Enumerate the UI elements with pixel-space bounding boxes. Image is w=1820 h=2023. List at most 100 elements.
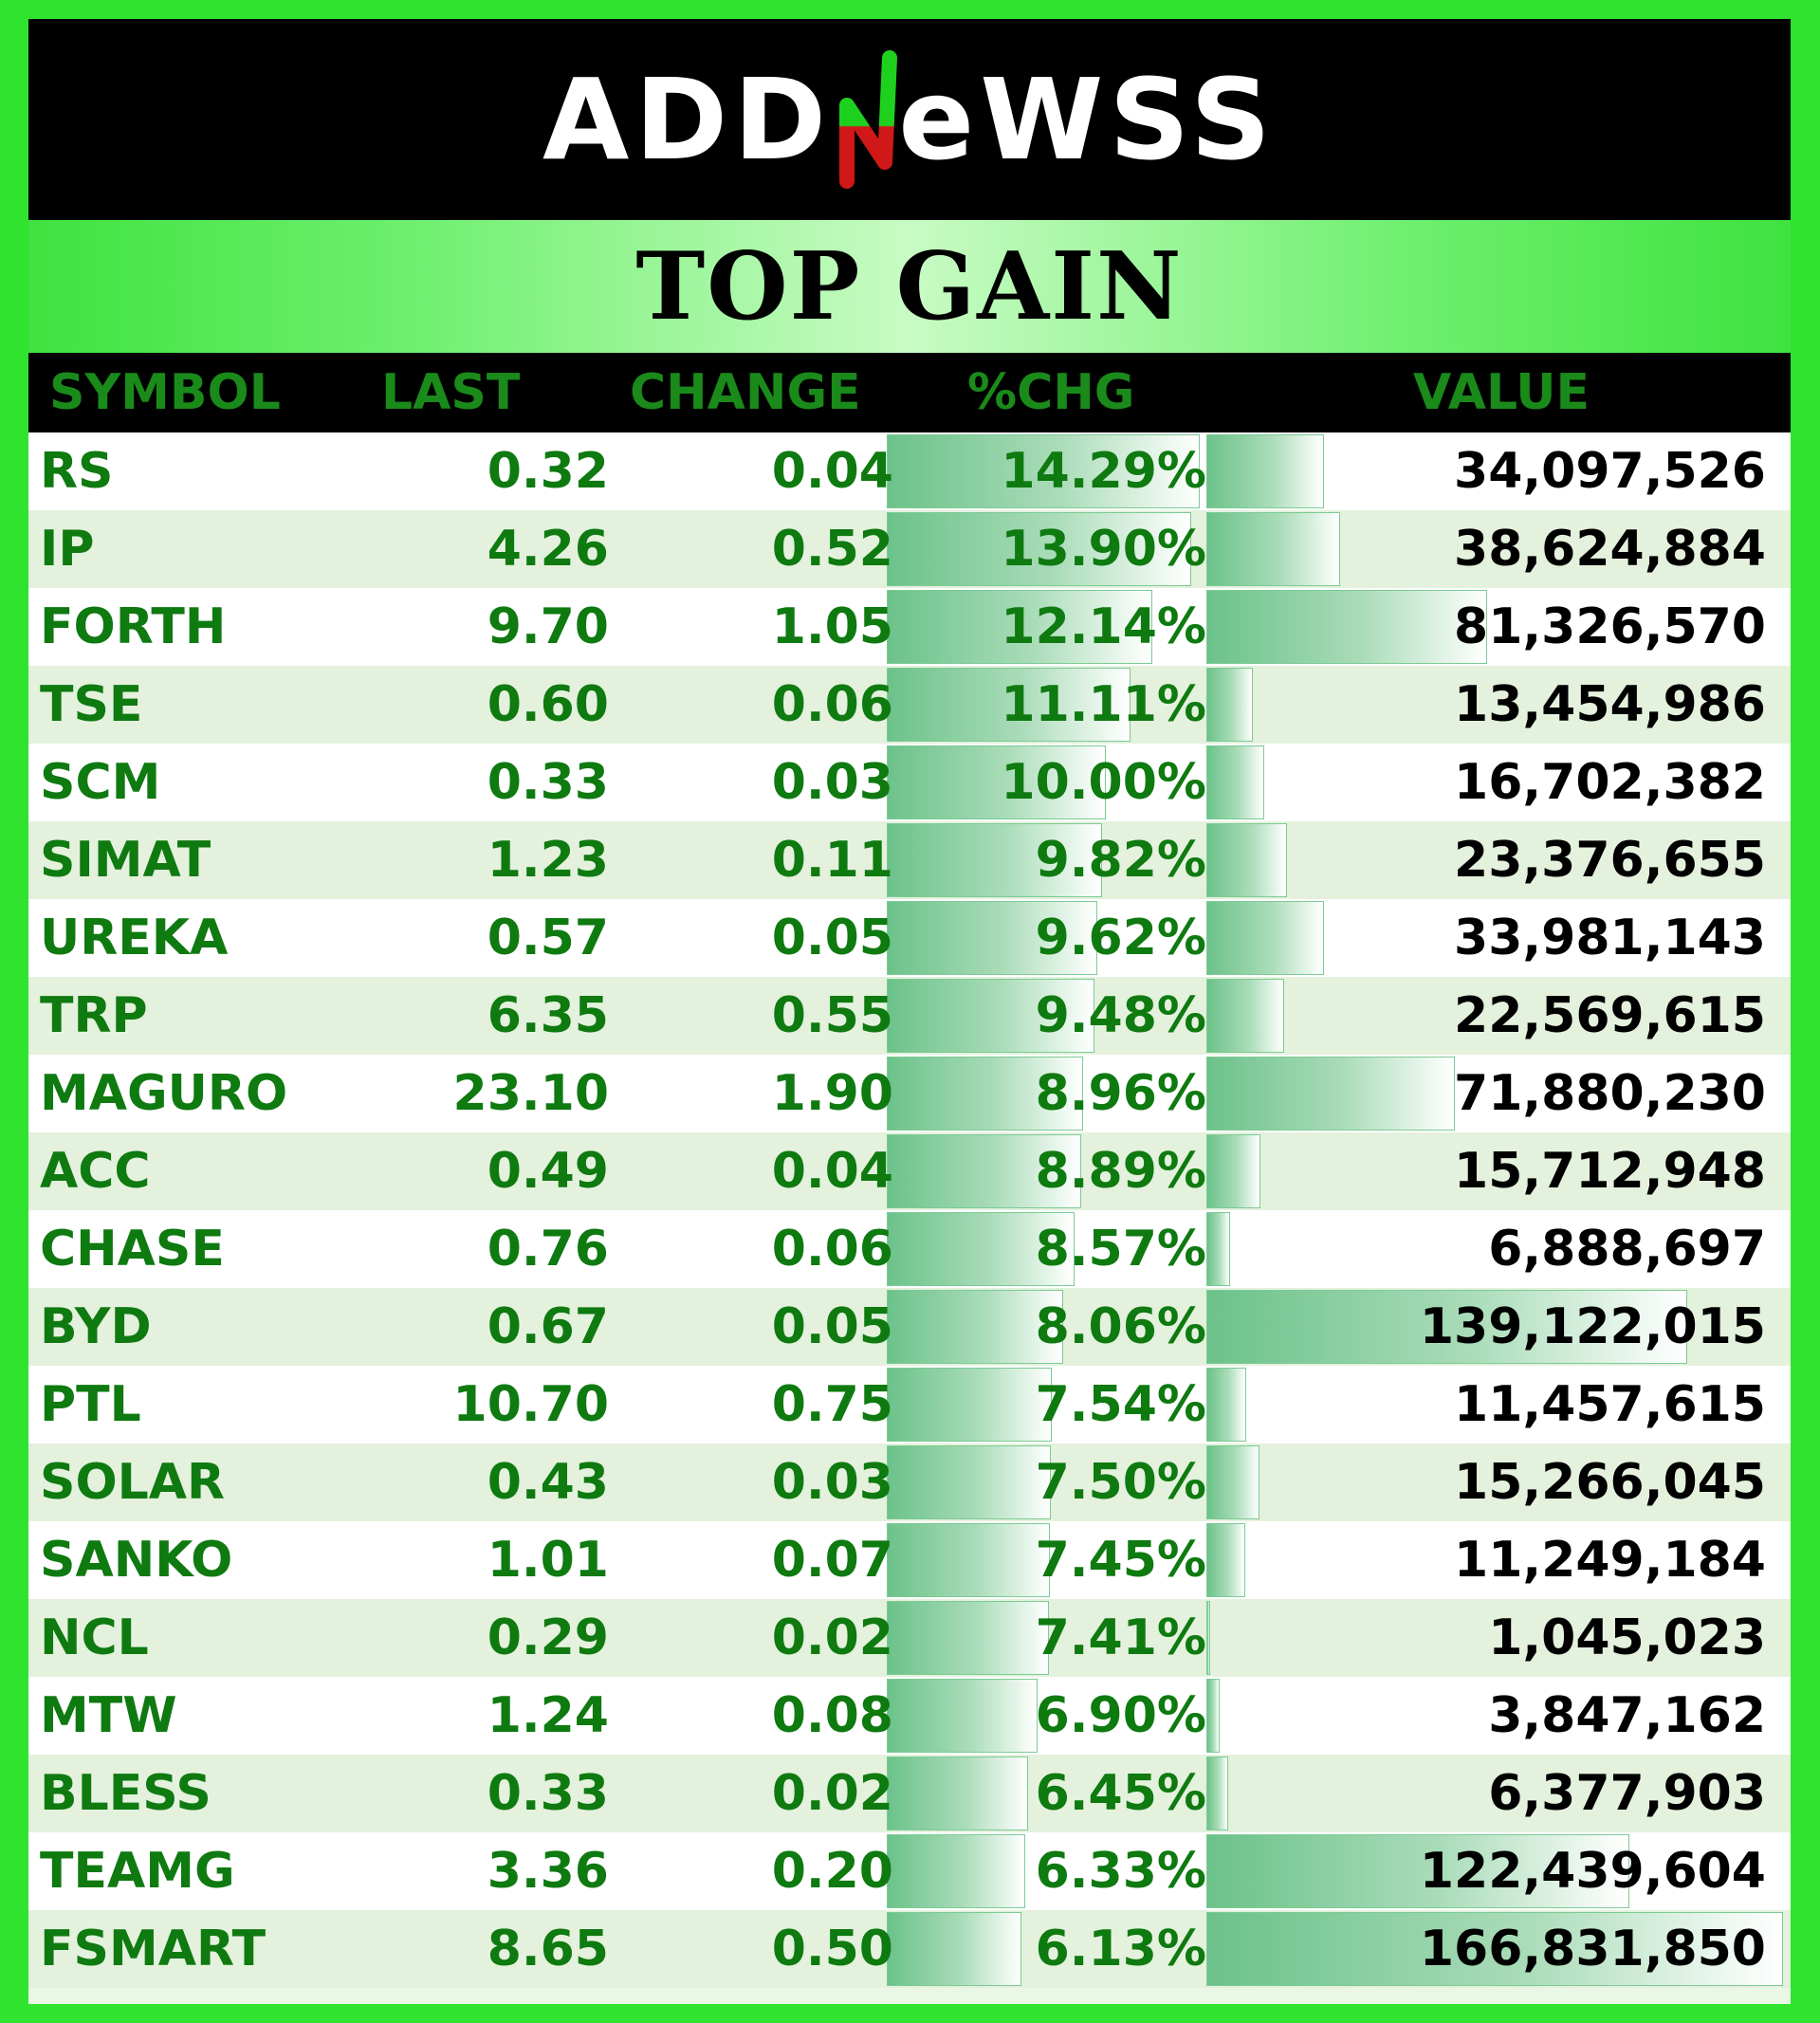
value-cell: 166,831,850: [1419, 1921, 1766, 1977]
table-header: SYMBOL LAST CHANGE %CHG VALUE: [28, 353, 1791, 432]
value-cell: 6,377,903: [1488, 1765, 1766, 1822]
table-row: UREKA 0.57 0.05 9.62% 33,981,143: [28, 899, 1791, 977]
value-cell: 11,249,184: [1454, 1532, 1766, 1589]
column-header-last: LAST: [381, 364, 521, 421]
pct-change-bar: [887, 1601, 1050, 1675]
pct-change-bar: [887, 1290, 1064, 1364]
value-cell: 16,702,382: [1454, 754, 1766, 811]
value-bar: [1206, 1601, 1210, 1675]
symbol-cell: RS: [40, 443, 114, 500]
value-bar: [1206, 1912, 1783, 1986]
pct-change-cell: 14.29%: [1001, 443, 1206, 500]
pct-change-bar: [887, 512, 1191, 586]
value-bar: [1206, 1523, 1245, 1597]
table-row: BYD 0.67 0.05 8.06% 139,122,015: [28, 1288, 1791, 1366]
table-row: FORTH 9.70 1.05 12.14% 81,326,570: [28, 588, 1791, 666]
pct-change-cell: 6.90%: [1035, 1687, 1206, 1744]
table-row: CHASE 0.76 0.06 8.57% 6,888,697: [28, 1210, 1791, 1288]
pct-change-cell: 6.45%: [1035, 1765, 1206, 1822]
table-row: MAGURO 23.10 1.90 8.96% 71,880,230: [28, 1055, 1791, 1132]
table-row: BLESS 0.33 0.02 6.45% 6,377,903: [28, 1755, 1791, 1832]
value-bar: [1206, 823, 1288, 897]
last-price-cell: 0.43: [487, 1454, 609, 1511]
change-cell: 0.06: [771, 676, 893, 733]
value-cell: 13,454,986: [1454, 676, 1766, 733]
symbol-cell: NCL: [40, 1609, 149, 1666]
last-price-cell: 0.49: [487, 1143, 609, 1200]
column-header-change: CHANGE: [630, 364, 861, 421]
pct-change-bar: [887, 590, 1153, 664]
symbol-cell: BYD: [40, 1298, 152, 1355]
value-cell: 1,045,023: [1488, 1609, 1766, 1666]
last-price-cell: 9.70: [487, 598, 609, 655]
last-price-cell: 0.32: [487, 443, 609, 500]
symbol-cell: SCM: [40, 754, 161, 811]
pct-change-cell: 8.06%: [1035, 1298, 1206, 1355]
value-cell: 81,326,570: [1454, 598, 1766, 655]
last-price-cell: 1.01: [487, 1532, 609, 1589]
logo-n-mark-icon: [839, 50, 898, 189]
pct-change-bar: [887, 1134, 1082, 1208]
last-price-cell: 0.76: [487, 1221, 609, 1278]
change-cell: 0.50: [771, 1921, 893, 1977]
change-cell: 0.05: [771, 910, 893, 966]
value-cell: 34,097,526: [1454, 443, 1766, 500]
value-bar: [1206, 1134, 1261, 1208]
value-cell: 38,624,884: [1454, 521, 1766, 578]
symbol-cell: ACC: [40, 1143, 151, 1200]
pct-change-bar: [887, 979, 1094, 1053]
pct-change-cell: 12.14%: [1001, 598, 1206, 655]
symbol-cell: TSE: [40, 676, 143, 733]
pct-change-bar: [887, 1057, 1083, 1131]
logo-bar: ADD eWSS: [28, 19, 1791, 220]
change-cell: 0.52: [771, 521, 893, 578]
value-bar: [1206, 512, 1340, 586]
addnewss-logo: ADD eWSS: [28, 19, 1791, 220]
pct-change-bar: [887, 745, 1106, 819]
table-row: FSMART 8.65 0.50 6.13% 166,831,850: [28, 1910, 1791, 1988]
value-cell: 23,376,655: [1454, 832, 1766, 889]
page-title: TOP GAIN: [635, 231, 1184, 341]
value-cell: 3,847,162: [1488, 1687, 1766, 1744]
last-price-cell: 0.29: [487, 1609, 609, 1666]
last-price-cell: 0.67: [487, 1298, 609, 1355]
pct-change-cell: 10.00%: [1001, 754, 1206, 811]
change-cell: 0.04: [771, 1143, 893, 1200]
change-cell: 0.08: [771, 1687, 893, 1744]
value-cell: 71,880,230: [1454, 1065, 1766, 1122]
pct-change-cell: 8.96%: [1035, 1065, 1206, 1122]
value-bar: [1206, 1756, 1229, 1830]
value-bar: [1206, 1057, 1455, 1131]
symbol-cell: IP: [40, 521, 95, 578]
value-cell: 15,266,045: [1454, 1454, 1766, 1511]
change-cell: 0.55: [771, 987, 893, 1044]
pct-change-cell: 9.82%: [1035, 832, 1206, 889]
symbol-cell: CHASE: [40, 1221, 225, 1278]
symbol-cell: FORTH: [40, 598, 227, 655]
table-row: PTL 10.70 0.75 7.54% 11,457,615: [28, 1366, 1791, 1444]
pct-change-cell: 6.13%: [1035, 1921, 1206, 1977]
pct-change-bar: [887, 1679, 1039, 1753]
change-cell: 1.05: [771, 598, 893, 655]
pct-change-bar: [887, 1212, 1075, 1286]
table-row: SANKO 1.01 0.07 7.45% 11,249,184: [28, 1521, 1791, 1599]
change-cell: 0.02: [771, 1609, 893, 1666]
symbol-cell: SOLAR: [40, 1454, 226, 1511]
value-bar: [1206, 1834, 1630, 1908]
value-cell: 11,457,615: [1454, 1376, 1766, 1433]
value-cell: 139,122,015: [1419, 1298, 1766, 1355]
value-bar: [1206, 434, 1325, 508]
table-row: NCL 0.29 0.02 7.41% 1,045,023: [28, 1599, 1791, 1677]
change-cell: 0.03: [771, 1454, 893, 1511]
value-cell: 122,439,604: [1419, 1843, 1766, 1900]
last-price-cell: 23.10: [452, 1065, 609, 1122]
change-cell: 0.11: [771, 832, 893, 889]
last-price-cell: 8.65: [487, 1921, 609, 1977]
value-bar: [1206, 1679, 1221, 1753]
table-row: SIMAT 1.23 0.11 9.82% 23,376,655: [28, 821, 1791, 899]
pct-change-cell: 9.48%: [1035, 987, 1206, 1044]
last-price-cell: 10.70: [452, 1376, 609, 1433]
change-cell: 0.02: [771, 1765, 893, 1822]
symbol-cell: TRP: [40, 987, 148, 1044]
value-bar: [1206, 590, 1488, 664]
